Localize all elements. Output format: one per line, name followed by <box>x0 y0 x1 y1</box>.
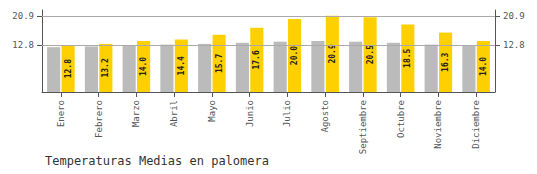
svg-text:Junio: Junio <box>245 100 255 127</box>
svg-text:20.5: 20.5 <box>366 45 375 64</box>
svg-text:Diciembre: Diciembre <box>471 100 481 149</box>
svg-text:Abril: Abril <box>169 100 179 127</box>
svg-text:12.8: 12.8 <box>12 40 34 50</box>
svg-text:18.5: 18.5 <box>403 48 412 67</box>
svg-text:Agosto: Agosto <box>320 100 330 133</box>
svg-text:Enero: Enero <box>56 100 66 127</box>
svg-text:20.9: 20.9 <box>12 11 34 21</box>
svg-text:Marzo: Marzo <box>131 100 141 127</box>
svg-text:14.0: 14.0 <box>479 57 488 76</box>
svg-text:Temperaturas Medias en palomer: Temperaturas Medias en palomera <box>45 154 269 168</box>
svg-text:14.4: 14.4 <box>177 56 186 75</box>
svg-text:12.8: 12.8 <box>64 59 73 78</box>
svg-text:20.9: 20.9 <box>503 11 525 21</box>
svg-text:16.3: 16.3 <box>441 52 450 71</box>
svg-text:14.0: 14.0 <box>139 57 148 76</box>
svg-text:13.2: 13.2 <box>101 58 110 77</box>
svg-text:Septiembre: Septiembre <box>358 100 368 154</box>
svg-text:Noviembre: Noviembre <box>433 100 443 149</box>
svg-text:Octubre: Octubre <box>396 100 406 138</box>
svg-text:Febrero: Febrero <box>94 100 104 138</box>
svg-text:Julio: Julio <box>282 100 292 127</box>
svg-text:20.0: 20.0 <box>290 46 299 65</box>
svg-text:Mayo: Mayo <box>207 100 217 122</box>
svg-text:15.7: 15.7 <box>215 54 224 73</box>
svg-text:20.9: 20.9 <box>328 44 337 63</box>
svg-text:12.8: 12.8 <box>503 40 525 50</box>
svg-text:17.6: 17.6 <box>252 50 261 69</box>
